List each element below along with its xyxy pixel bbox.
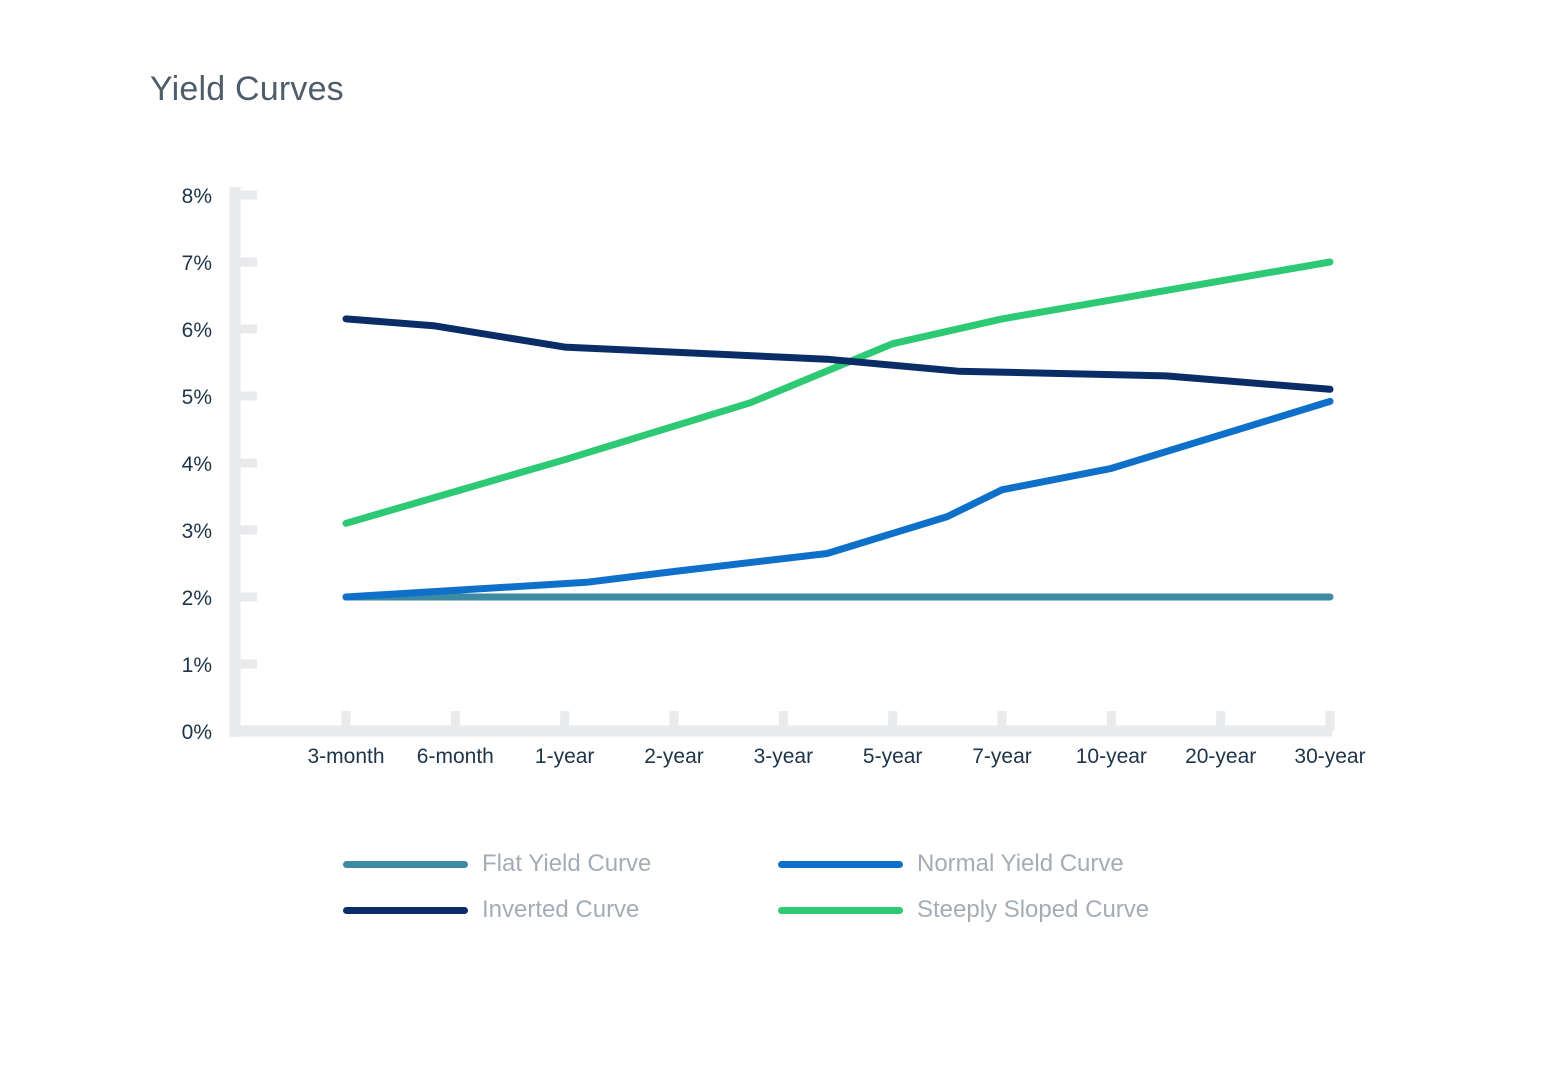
y-tick-label: 3%	[182, 520, 212, 543]
legend-item-flat-yield-curve: Flat Yield Curve	[343, 844, 651, 884]
legend-item-normal-yield-curve: Normal Yield Curve	[778, 844, 1124, 884]
legend-swatch-steeply-sloped-curve	[778, 906, 903, 914]
y-tick-label: 5%	[182, 386, 212, 409]
legend-swatch-normal-yield-curve	[778, 860, 903, 868]
x-tick-label: 3-month	[307, 745, 384, 768]
legend-label-normal-yield-curve: Normal Yield Curve	[917, 850, 1124, 877]
x-tick-label: 7-year	[972, 745, 1032, 768]
y-axis-ticks: 0% 1% 2% 3% 4% 5% 6% 7% 8%	[182, 185, 257, 744]
series-line-inverted-curve	[342, 315, 1334, 393]
legend-label-steeply-sloped-curve: Steeply Sloped Curve	[917, 896, 1150, 923]
x-tick-label: 6-month	[417, 745, 494, 768]
x-tick-label: 30-year	[1294, 745, 1365, 768]
x-tick-label: 10-year	[1076, 745, 1147, 768]
legend-item-steeply-sloped-curve: Steeply Sloped Curve	[778, 890, 1149, 930]
series-lines	[342, 258, 1334, 601]
chart-title: Yield Curves	[150, 70, 344, 108]
x-tick-label: 20-year	[1185, 745, 1256, 768]
legend: Flat Yield Curve Normal Yield Curve Inve…	[343, 842, 1243, 942]
y-tick-label: 7%	[182, 252, 212, 275]
x-axis-ticks: 3-month 6-month 1-year 2-year 3-year 5-year 7-…	[307, 711, 1366, 768]
legend-item-inverted-curve: Inverted Curve	[343, 890, 639, 930]
x-tick-label: 3-year	[754, 745, 814, 768]
series-line-normal-yield-curve	[342, 397, 1334, 601]
x-tick-label: 2-year	[644, 745, 704, 768]
y-tick-label: 4%	[182, 453, 212, 476]
y-tick-label: 1%	[182, 654, 212, 677]
legend-label-inverted-curve: Inverted Curve	[482, 896, 640, 923]
x-tick-label: 1-year	[535, 745, 595, 768]
y-tick-label: 6%	[182, 319, 212, 342]
y-tick-label: 0%	[182, 721, 212, 744]
legend-label-flat-yield-curve: Flat Yield Curve	[482, 850, 652, 877]
legend-swatch-inverted-curve	[343, 906, 468, 914]
series-line-steeply-sloped-curve	[342, 258, 1334, 527]
y-tick-label: 8%	[182, 185, 212, 208]
y-tick-label: 2%	[182, 587, 212, 610]
x-tick-label: 5-year	[863, 745, 923, 768]
legend-swatch-flat-yield-curve	[343, 860, 468, 868]
axes	[229, 187, 1332, 737]
